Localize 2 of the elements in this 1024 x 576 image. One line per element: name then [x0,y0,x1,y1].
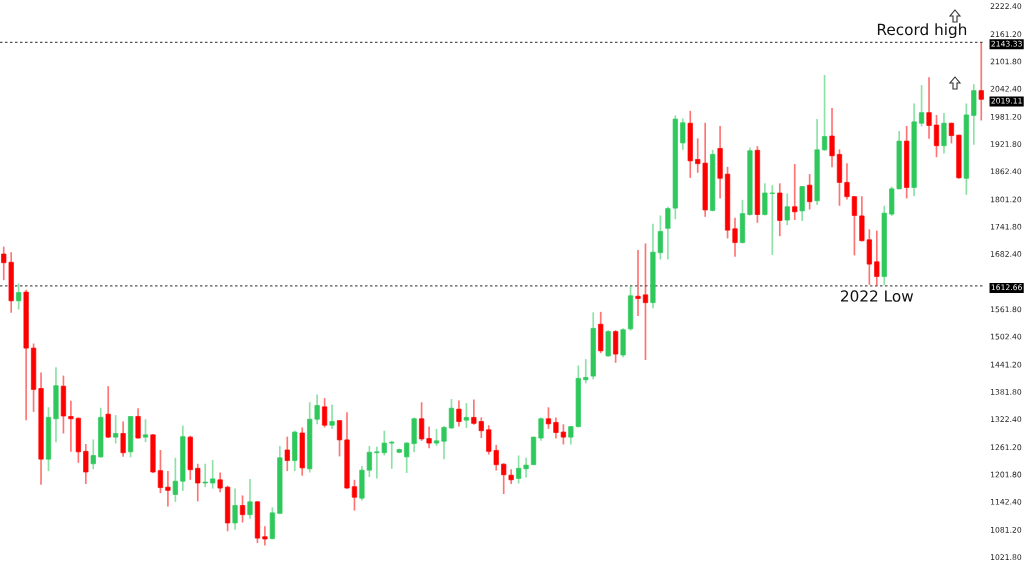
ref-line-label: 2022 Low [841,290,914,302]
ref-line-label: Record high [877,23,967,39]
